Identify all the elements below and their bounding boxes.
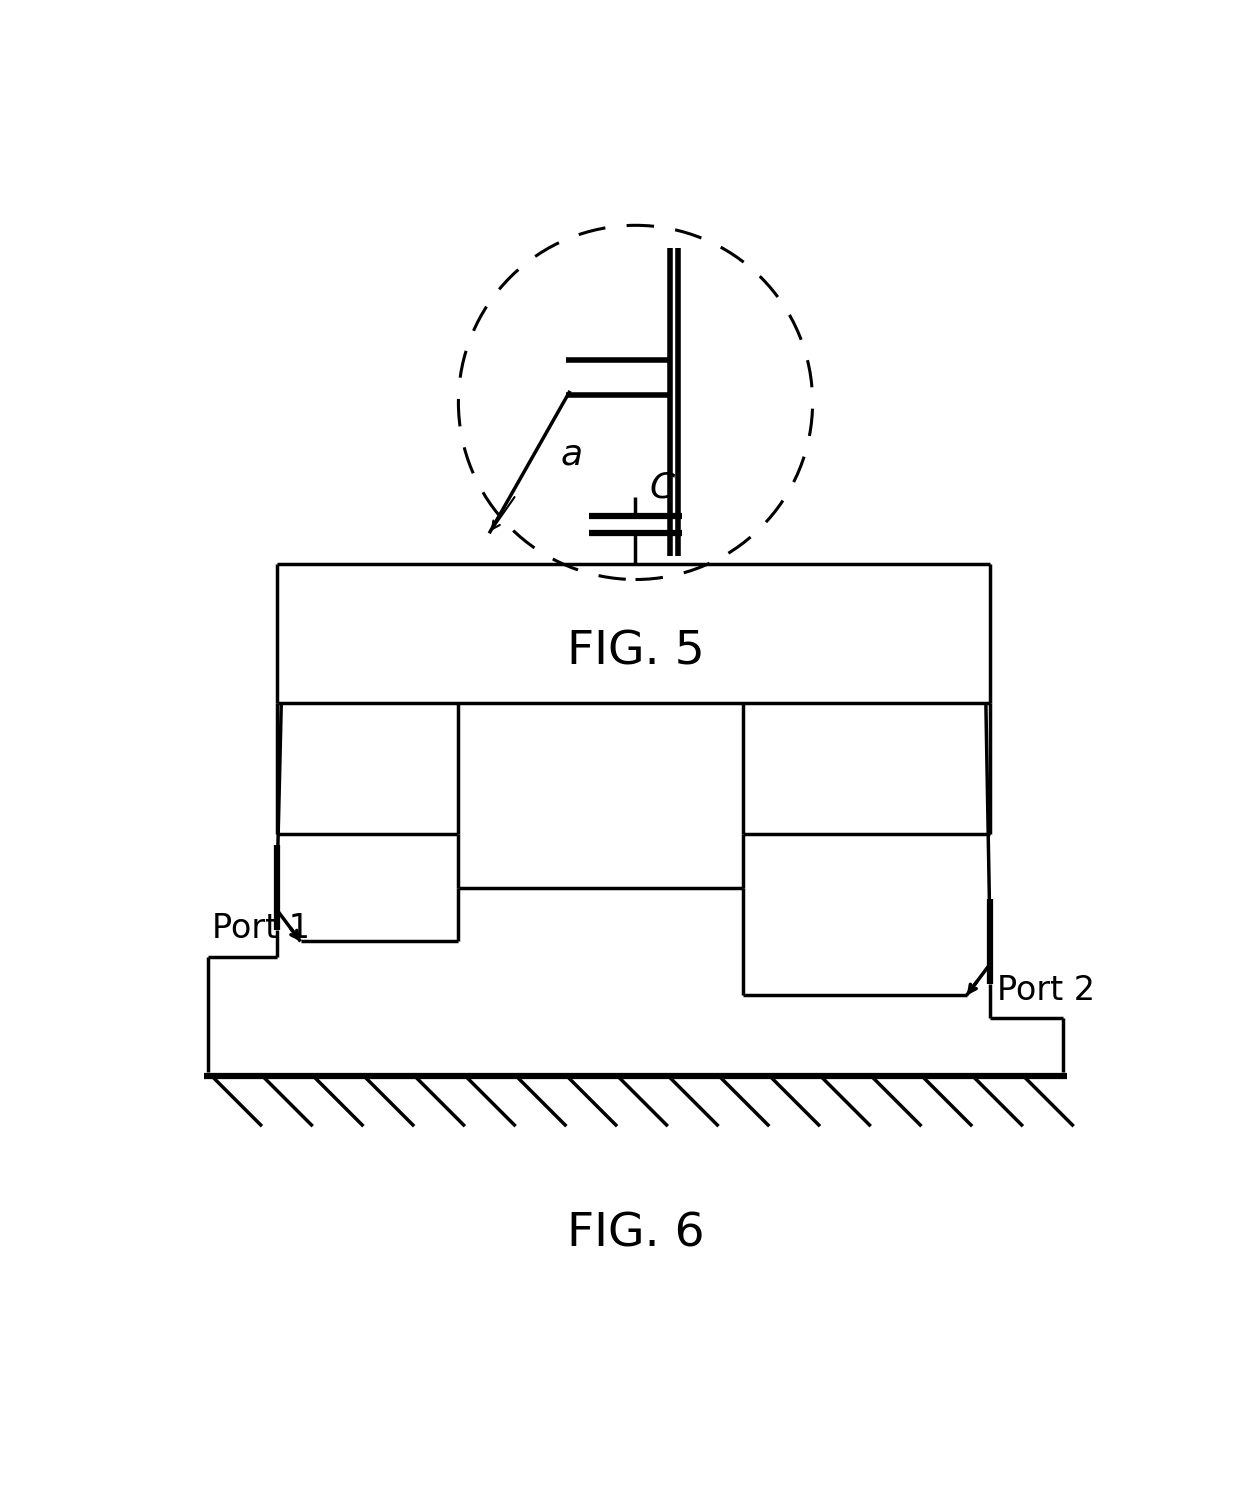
Text: FIG. 5: FIG. 5 [567,630,704,675]
Text: C: C [650,471,675,505]
Text: a: a [560,438,583,471]
Text: Port 1: Port 1 [212,913,310,946]
Text: Port 2: Port 2 [997,974,1095,1007]
Text: FIG. 6: FIG. 6 [567,1211,704,1256]
